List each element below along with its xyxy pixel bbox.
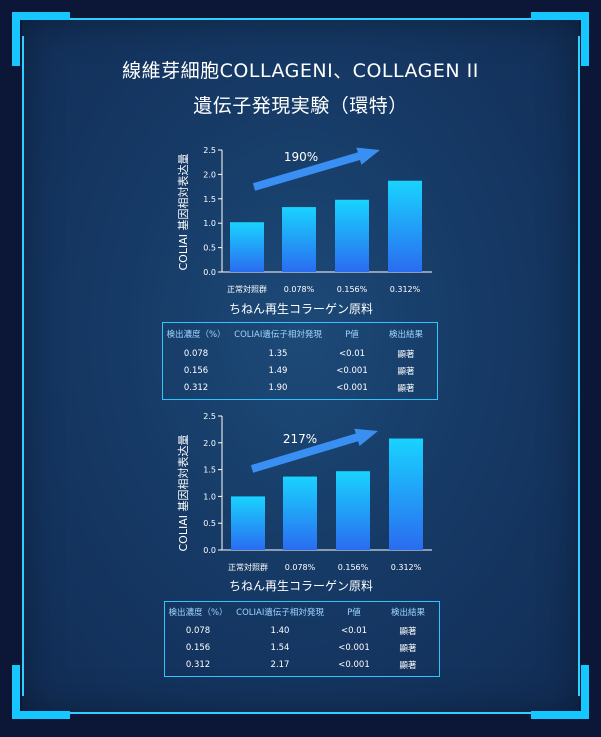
table-cell: <0.001 bbox=[338, 642, 370, 653]
table-row: 0.312 1.90 <0.001 顯著 bbox=[163, 379, 437, 396]
x-tick-label: 0.312% bbox=[391, 563, 422, 572]
x-tick-label: 0.078% bbox=[284, 285, 315, 294]
growth-arrow-icon bbox=[252, 147, 380, 191]
table-cell: 0.156 bbox=[183, 365, 209, 376]
table-row: 0.078 1.40 <0.01 顯著 bbox=[165, 622, 439, 639]
chart-bar bbox=[335, 199, 369, 272]
corner-bottom-right bbox=[531, 711, 589, 719]
chart-bar bbox=[282, 207, 316, 272]
corner-top-right-v bbox=[581, 12, 589, 66]
x-axis-title: ちねん再生コラーゲン原料 bbox=[229, 579, 373, 593]
table-header-cell: 検出濃度（%） bbox=[168, 608, 228, 618]
main-panel bbox=[22, 20, 579, 713]
y-tick-label: 1.0 bbox=[203, 219, 216, 228]
page-title-line1: 線維芽細胞COLLAGENI、COLLAGEN II bbox=[122, 60, 479, 82]
table-cell: 0.078 bbox=[185, 625, 211, 636]
x-axis-title: ちねん再生コラーゲン原料 bbox=[229, 302, 373, 316]
table-cell: 顯著 bbox=[399, 626, 417, 637]
results-table-2: 検出濃度（%） COLIAI遺伝子相対発現 P値 検出結果 0.078 1.40… bbox=[164, 601, 440, 677]
table-cell: <0.001 bbox=[336, 365, 368, 376]
chart-bar bbox=[231, 496, 265, 550]
table-header-cell: P値 bbox=[347, 608, 361, 618]
table-cell: 1.54 bbox=[270, 642, 290, 653]
table-row: 0.312 2.17 <0.001 顯著 bbox=[165, 656, 439, 673]
chart-bar bbox=[389, 438, 423, 550]
table-row: 0.078 1.35 <0.01 顯著 bbox=[163, 345, 437, 362]
table-cell: 1.90 bbox=[268, 382, 288, 393]
table-row: 0.156 1.49 <0.001 顯著 bbox=[163, 362, 437, 379]
table-header: 検出濃度（%） COLIAI遺伝子相対発現 P値 検出結果 bbox=[163, 323, 437, 345]
table-cell: <0.001 bbox=[336, 382, 368, 393]
frame-bottom-line bbox=[40, 712, 561, 714]
x-tick-label: 0.078% bbox=[285, 563, 316, 572]
corner-bottom-right-v bbox=[581, 665, 589, 719]
table-header: 検出濃度（%） COLIAI遺伝子相対発現 P値 検出結果 bbox=[165, 602, 439, 622]
corner-bottom-left-v bbox=[12, 665, 20, 719]
y-tick-label: 2.0 bbox=[203, 170, 216, 179]
table-cell: 0.156 bbox=[185, 642, 211, 653]
y-axis-title: COLIAI 基因相対表达量 bbox=[176, 154, 190, 271]
y-tick-label: 2.0 bbox=[203, 439, 216, 448]
y-tick-label: 2.5 bbox=[203, 146, 216, 155]
chart-bar bbox=[336, 471, 370, 550]
table-header-cell: COLIAI遺伝子相対発現 bbox=[234, 330, 322, 340]
table-cell: 顯著 bbox=[397, 349, 415, 360]
page-title-line2: 遺伝子発現実験（環特） bbox=[193, 95, 408, 117]
table-cell: 0.312 bbox=[183, 382, 209, 393]
table-header-cell: COLIAI遺伝子相対発現 bbox=[236, 608, 324, 618]
chart-bar bbox=[283, 476, 317, 550]
corner-top-left-v bbox=[12, 12, 20, 66]
chart-bar bbox=[388, 180, 422, 272]
x-tick-label: 0.156% bbox=[338, 563, 369, 572]
table-cell: 1.40 bbox=[270, 625, 290, 636]
corner-bottom-left bbox=[12, 711, 70, 719]
chart-bar bbox=[230, 222, 264, 272]
growth-annotation: 217% bbox=[283, 432, 317, 446]
frame-top-line bbox=[40, 18, 561, 20]
y-tick-label: 0.5 bbox=[203, 244, 216, 253]
growth-arrow-icon bbox=[250, 428, 378, 473]
table-cell: 1.35 bbox=[268, 348, 288, 359]
y-tick-label: 0.5 bbox=[203, 519, 216, 528]
frame-left-line bbox=[22, 36, 24, 696]
y-tick-label: 0.0 bbox=[203, 268, 216, 277]
table-header-cell: 検出結果 bbox=[390, 608, 425, 618]
table-cell: 顯著 bbox=[399, 643, 417, 654]
table-cell: 1.49 bbox=[268, 365, 288, 376]
y-tick-label: 2.5 bbox=[203, 412, 216, 421]
corner-top-right bbox=[531, 12, 589, 20]
growth-annotation: 190% bbox=[284, 150, 318, 164]
table-cell: <0.01 bbox=[340, 625, 368, 636]
y-axis-title: COLIAI 基因相対表达量 bbox=[176, 435, 190, 552]
x-tick-label: 正常対照群 bbox=[228, 562, 268, 572]
table-header-cell: P値 bbox=[345, 330, 359, 340]
y-tick-label: 1.5 bbox=[203, 466, 216, 475]
y-tick-label: 1.5 bbox=[203, 195, 216, 204]
table-cell: <0.01 bbox=[338, 348, 366, 359]
x-tick-label: 0.312% bbox=[390, 285, 421, 294]
y-tick-label: 1.0 bbox=[203, 492, 216, 501]
table-header-cell: 検出結果 bbox=[388, 330, 423, 340]
table-cell: 顯著 bbox=[399, 660, 417, 671]
x-tick-label: 正常対照群 bbox=[227, 284, 267, 294]
table-cell: 顯著 bbox=[397, 366, 415, 377]
table-row: 0.156 1.54 <0.001 顯著 bbox=[165, 639, 439, 656]
results-table-1: 検出濃度（%） COLIAI遺伝子相対発現 P値 検出結果 0.078 1.35… bbox=[162, 322, 438, 400]
table-cell: 2.17 bbox=[270, 659, 290, 670]
y-tick-label: 0.0 bbox=[203, 546, 216, 555]
table-cell: 0.078 bbox=[183, 348, 209, 359]
table-cell: 顯著 bbox=[397, 383, 415, 394]
frame-right-line bbox=[578, 36, 580, 696]
x-tick-label: 0.156% bbox=[337, 285, 368, 294]
table-cell: <0.001 bbox=[338, 659, 370, 670]
corner-top-left bbox=[12, 12, 70, 20]
table-cell: 0.312 bbox=[185, 659, 211, 670]
table-header-cell: 検出濃度（%） bbox=[166, 330, 226, 340]
